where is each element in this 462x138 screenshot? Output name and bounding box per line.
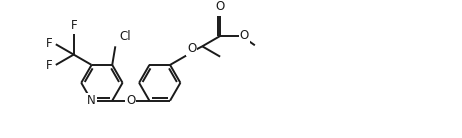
Text: Cl: Cl [119, 30, 131, 43]
Text: O: O [240, 30, 249, 43]
Text: N: N [87, 94, 96, 107]
Text: O: O [216, 0, 225, 14]
Text: O: O [187, 42, 196, 55]
Text: F: F [45, 37, 52, 50]
Text: F: F [45, 59, 52, 72]
Text: F: F [70, 19, 77, 32]
Text: O: O [126, 94, 135, 107]
